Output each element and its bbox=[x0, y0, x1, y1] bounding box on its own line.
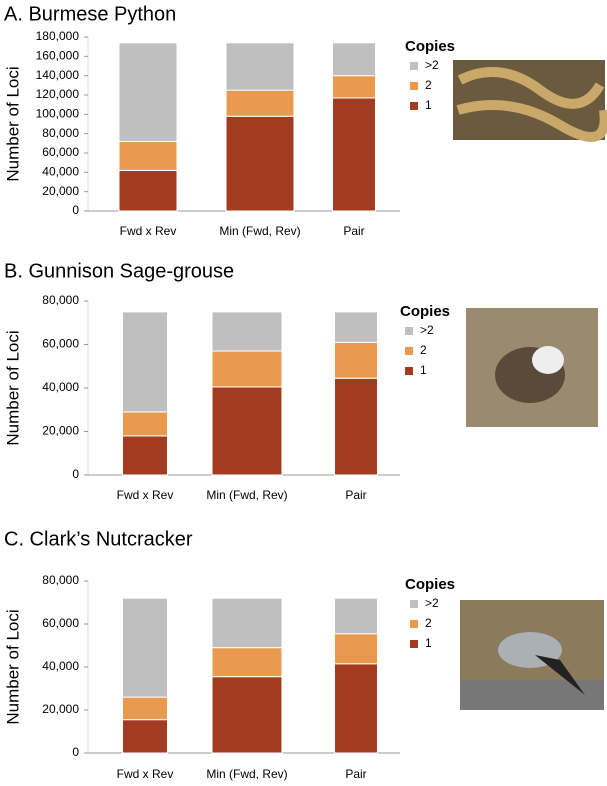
y-tick-label: 60,000 bbox=[42, 337, 79, 351]
photo bbox=[466, 308, 598, 427]
bar-segment bbox=[334, 377, 378, 476]
x-tick-label: Pair bbox=[345, 488, 366, 502]
y-tick-label: 100,000 bbox=[36, 107, 80, 121]
bar-segment bbox=[122, 411, 168, 437]
y-tick-label: 40,000 bbox=[42, 165, 79, 179]
y-axis-label: Number of Loci bbox=[3, 66, 22, 181]
bar-segment bbox=[211, 597, 283, 649]
bar-segment bbox=[118, 169, 178, 212]
legend-swatch bbox=[405, 367, 413, 375]
bar-segment bbox=[225, 42, 295, 91]
bar-segment bbox=[122, 597, 168, 698]
y-tick-label: 0 bbox=[72, 203, 79, 217]
legend-swatch bbox=[410, 600, 418, 608]
bar-segment bbox=[211, 386, 283, 476]
x-tick-label: Pair bbox=[343, 224, 364, 238]
y-tick-label: 0 bbox=[72, 467, 79, 481]
bar-segment bbox=[211, 311, 283, 352]
x-tick-label: Fwd x Rev bbox=[120, 224, 177, 238]
legend-label: 2 bbox=[425, 616, 432, 630]
bar-segment bbox=[211, 676, 283, 754]
legend-label: >2 bbox=[420, 323, 434, 337]
y-tick-label: 180,000 bbox=[36, 29, 80, 43]
legend-label: 1 bbox=[420, 363, 427, 377]
bar-segment bbox=[225, 89, 295, 117]
y-tick-label: 140,000 bbox=[36, 68, 80, 82]
y-tick-label: 40,000 bbox=[42, 659, 79, 673]
panel-title: A. Burmese Python bbox=[4, 3, 176, 25]
bar-segment bbox=[225, 115, 295, 212]
bar-segment bbox=[332, 42, 376, 77]
legend-title: Copies bbox=[405, 576, 455, 593]
y-tick-label: 40,000 bbox=[42, 380, 79, 394]
bar-segment bbox=[122, 435, 168, 476]
panel-title: C. Clark’s Nutcracker bbox=[4, 528, 193, 550]
bar-segment bbox=[334, 341, 378, 379]
photo bbox=[453, 60, 607, 142]
y-tick-label: 120,000 bbox=[36, 87, 80, 101]
legend-label: 1 bbox=[425, 636, 432, 650]
y-axis-label: Number of Loci bbox=[3, 609, 22, 724]
bar-segment bbox=[332, 97, 376, 212]
legend-swatch bbox=[405, 347, 413, 355]
bar-segment bbox=[334, 311, 378, 343]
y-tick-label: 0 bbox=[72, 745, 79, 759]
legend-label: >2 bbox=[425, 596, 439, 610]
y-tick-label: 80,000 bbox=[42, 573, 79, 587]
y-tick-label: 60,000 bbox=[42, 145, 79, 159]
bar-segment bbox=[118, 140, 178, 171]
legend-swatch bbox=[410, 102, 418, 110]
x-tick-label: Min (Fwd, Rev) bbox=[206, 488, 287, 502]
y-tick-label: 160,000 bbox=[36, 49, 80, 63]
bar-segment bbox=[122, 719, 168, 754]
legend-swatch bbox=[410, 62, 418, 70]
legend-title: Copies bbox=[400, 303, 450, 320]
bar-segment bbox=[122, 311, 168, 413]
x-tick-label: Min (Fwd, Rev) bbox=[206, 767, 287, 781]
y-tick-label: 80,000 bbox=[42, 293, 79, 307]
y-tick-label: 60,000 bbox=[42, 616, 79, 630]
bar-segment bbox=[118, 42, 178, 142]
bar-segment bbox=[334, 663, 378, 754]
y-tick-label: 80,000 bbox=[42, 126, 79, 140]
x-tick-label: Pair bbox=[345, 767, 366, 781]
bar-segment bbox=[334, 597, 378, 635]
y-tick-label: 20,000 bbox=[42, 184, 79, 198]
legend-swatch bbox=[410, 82, 418, 90]
legend-swatch bbox=[410, 620, 418, 628]
x-tick-label: Fwd x Rev bbox=[117, 488, 174, 502]
legend-swatch bbox=[405, 327, 413, 335]
y-tick-label: 20,000 bbox=[42, 702, 79, 716]
y-axis-label: Number of Loci bbox=[3, 330, 22, 445]
legend-title: Copies bbox=[405, 38, 455, 55]
x-tick-label: Min (Fwd, Rev) bbox=[219, 224, 300, 238]
bar-segment bbox=[211, 350, 283, 388]
legend-label: 2 bbox=[425, 78, 432, 92]
y-tick-label: 20,000 bbox=[42, 424, 79, 438]
legend-swatch bbox=[410, 640, 418, 648]
bar-segment bbox=[334, 633, 378, 665]
legend-label: 1 bbox=[425, 98, 432, 112]
x-tick-label: Fwd x Rev bbox=[117, 767, 174, 781]
bar-segment bbox=[332, 75, 376, 99]
bar-segment bbox=[211, 647, 283, 678]
bar-segment bbox=[122, 696, 168, 721]
panel-title: B. Gunnison Sage-grouse bbox=[4, 260, 234, 282]
photo bbox=[460, 600, 604, 710]
legend-label: 2 bbox=[420, 343, 427, 357]
legend-label: >2 bbox=[425, 58, 439, 72]
